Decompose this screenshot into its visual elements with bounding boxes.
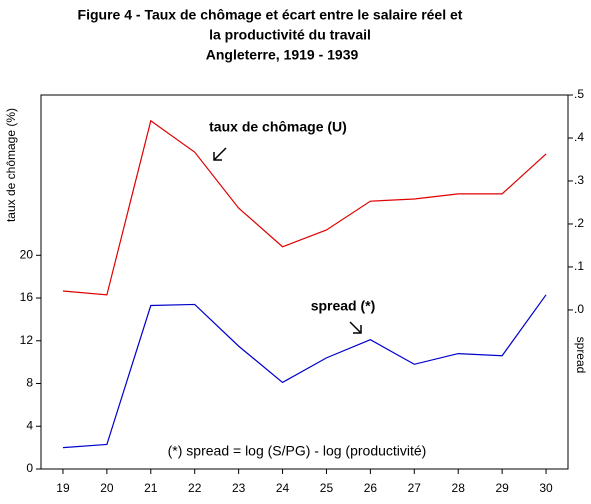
arrow [349, 321, 362, 334]
plot-frame [40, 94, 569, 470]
y2-tick-label: .1 [574, 259, 584, 273]
y-tick-label: 20 [20, 247, 34, 261]
annotation: taux de chômage (U) [209, 119, 347, 135]
chart-title: Angleterre, 1919 - 1939 [206, 47, 359, 63]
x-tick-label: 29 [495, 481, 509, 495]
annotation: spread (*) [311, 298, 376, 314]
x-tick-label: 27 [408, 481, 422, 495]
y2-tick-label: .0 [574, 302, 584, 316]
annotation: (*) spread = log (S/PG) - log (productiv… [168, 443, 427, 459]
arrow [213, 147, 227, 161]
y2-axis-label: spread [574, 337, 588, 374]
x-tick-label: 28 [452, 481, 466, 495]
y2-tick-label: .5 [574, 87, 584, 101]
x-tick-label: 26 [364, 481, 378, 495]
y2-tick-label: .4 [574, 130, 584, 144]
y-tick-label: 16 [20, 290, 34, 304]
chart-title: Figure 4 - Taux de chômage et écart entr… [78, 7, 463, 23]
x-tick-label: 22 [188, 481, 202, 495]
line-series [62, 294, 547, 449]
y-axis-label: taux de chômage (%) [4, 108, 18, 222]
x-tick-label: 23 [232, 481, 246, 495]
x-tick-label: 24 [276, 481, 290, 495]
x-tick-label: 25 [320, 481, 334, 495]
y-tick-label: 12 [20, 333, 34, 347]
line-series [62, 119, 547, 296]
y-tick-label: 4 [26, 418, 33, 432]
y-tick-label: 0 [26, 461, 33, 475]
y2-tick-label: .2 [574, 216, 584, 230]
x-tick-label: 21 [144, 481, 158, 495]
y-tick-label: 8 [26, 376, 33, 390]
y2-tick-label: .3 [574, 173, 584, 187]
x-tick-label: 30 [539, 481, 553, 495]
x-tick-label: 20 [100, 481, 114, 495]
x-tick-label: 19 [56, 481, 70, 495]
chart-title: la productivité du travail [209, 27, 371, 43]
